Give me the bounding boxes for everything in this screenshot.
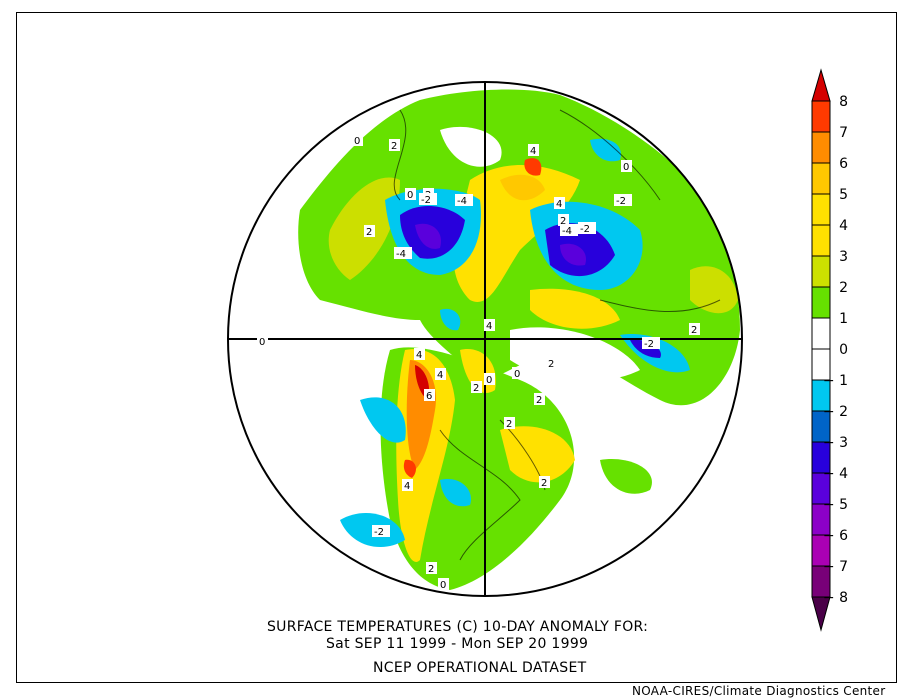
contour-labels: 0202-4-2-4442-2-40-202442-2046202242-220…	[257, 134, 700, 591]
colorbar-segment	[811, 193, 831, 226]
contour-label: 0	[354, 136, 360, 147]
colorbar: 8 7 6 5 4 3 2 1 0 − 1 − 2 − 3 − 4 − 5 − 6 − 7 − 8	[811, 68, 848, 632]
colorbar-label: − 2	[823, 404, 848, 420]
contour-label: 4	[404, 481, 410, 492]
credit-text: NOAA-CIRES/Climate Diagnostics Center	[632, 684, 886, 698]
contour-label: 4	[530, 146, 536, 157]
contour-label: 0	[440, 580, 446, 591]
colorbar-label: − 1	[823, 373, 848, 389]
contour-label: 0	[407, 190, 413, 201]
contour-label: 6	[426, 391, 432, 402]
contour-label: 2	[548, 359, 554, 370]
colorbar-segment	[811, 255, 831, 288]
colorbar-label: 5	[839, 187, 848, 203]
contour-label: 2	[691, 325, 697, 336]
contour-label: 2	[391, 141, 397, 152]
colorbar-label: 0	[839, 342, 848, 358]
colorbar-label: 4	[839, 218, 848, 234]
contour-label: 4	[556, 199, 562, 210]
colorbar-segment	[811, 131, 831, 164]
colorbar-segment	[811, 100, 831, 133]
contour-label: -2	[374, 527, 384, 538]
colorbar-segment	[811, 317, 831, 350]
title-line-3: NCEP OPERATIONAL DATASET	[373, 660, 587, 676]
title-line-1: SURFACE TEMPERATURES (C) 10-DAY ANOMALY …	[267, 619, 649, 635]
contour-label: 2	[473, 383, 479, 394]
colorbar-label: 6	[839, 156, 848, 172]
contour-label: -4	[457, 196, 467, 207]
contour-label: 2	[536, 395, 542, 406]
contour-label: 2	[506, 419, 512, 430]
title-line-2: Sat SEP 11 1999 - Mon SEP 20 1999	[326, 636, 589, 652]
colorbar-label: − 3	[823, 435, 848, 451]
colorbar-label: − 8	[823, 590, 848, 606]
contour-label: 4	[437, 370, 443, 381]
colorbar-label: 8	[839, 94, 848, 110]
colorbar-label: − 4	[823, 466, 848, 482]
contour-label: -2	[644, 339, 654, 350]
contour-label: -4	[396, 249, 406, 260]
colorbar-label: − 7	[823, 559, 848, 575]
contour-label: 0	[623, 162, 629, 173]
contour-label: 4	[416, 350, 422, 361]
colorbar-bottom-arrow	[811, 596, 831, 632]
colorbar-label: 7	[839, 125, 848, 141]
contour-label: -4	[562, 226, 572, 237]
contour-label: -2	[616, 196, 626, 207]
colorbar-label: − 5	[823, 497, 848, 513]
contour-label: 2	[366, 227, 372, 238]
colorbar-segment	[811, 286, 831, 319]
colorbar-label: 2	[839, 280, 848, 296]
contour-label: 2	[560, 216, 566, 227]
colorbar-label: 3	[839, 249, 848, 265]
contour-label: 4	[486, 321, 492, 332]
colorbar-label: 1	[839, 311, 848, 327]
contour-label: 2	[428, 564, 434, 575]
contour-label: 0	[514, 369, 520, 380]
contour-label: 0	[259, 337, 265, 348]
colorbar-segment	[811, 162, 831, 195]
map-frame	[16, 12, 897, 683]
contour-label: 2	[541, 478, 547, 489]
contour-label: 0	[486, 375, 492, 386]
contour-label: -2	[580, 224, 590, 235]
colorbar-label: − 6	[823, 528, 848, 544]
contour-label: -2	[421, 195, 431, 206]
colorbar-segment	[811, 224, 831, 257]
colorbar-top-arrow	[811, 68, 831, 102]
